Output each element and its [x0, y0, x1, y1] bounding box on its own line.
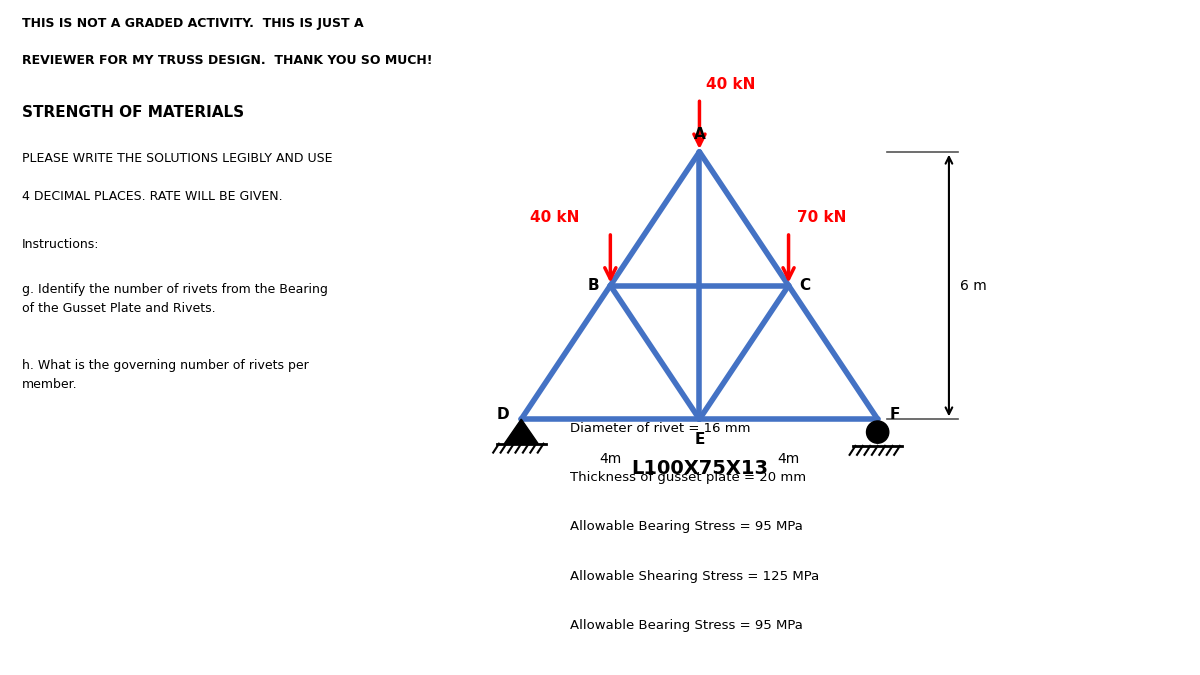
Text: E: E [695, 431, 704, 447]
Text: PLEASE WRITE THE SOLUTIONS LEGIBLY AND USE: PLEASE WRITE THE SOLUTIONS LEGIBLY AND U… [22, 152, 332, 165]
Text: STRENGTH OF MATERIALS: STRENGTH OF MATERIALS [22, 105, 244, 119]
Text: Diameter of rivet = 16 mm: Diameter of rivet = 16 mm [570, 422, 750, 435]
Text: Thickness of gusset plate = 20 mm: Thickness of gusset plate = 20 mm [570, 471, 806, 484]
Polygon shape [504, 419, 538, 443]
Text: Allowable Bearing Stress = 95 MPa: Allowable Bearing Stress = 95 MPa [570, 520, 803, 533]
Text: 40 kN: 40 kN [706, 77, 756, 92]
Text: A: A [694, 127, 706, 142]
Text: 4m: 4m [599, 452, 622, 466]
Text: Instructions:: Instructions: [22, 238, 100, 250]
Text: 4 DECIMAL PLACES. RATE WILL BE GIVEN.: 4 DECIMAL PLACES. RATE WILL BE GIVEN. [22, 190, 282, 203]
Circle shape [866, 421, 889, 443]
Text: REVIEWER FOR MY TRUSS DESIGN.  THANK YOU SO MUCH!: REVIEWER FOR MY TRUSS DESIGN. THANK YOU … [22, 54, 432, 67]
Text: g. Identify the number of rivets from the Bearing
of the Gusset Plate and Rivets: g. Identify the number of rivets from th… [22, 284, 328, 315]
Text: THIS IS NOT A GRADED ACTIVITY.  THIS IS JUST A: THIS IS NOT A GRADED ACTIVITY. THIS IS J… [22, 17, 364, 30]
Text: D: D [496, 407, 509, 423]
Text: Allowable Bearing Stress = 95 MPa: Allowable Bearing Stress = 95 MPa [570, 619, 803, 632]
Text: 4m: 4m [778, 452, 799, 466]
Text: 70 kN: 70 kN [798, 211, 847, 225]
Text: 6 m: 6 m [960, 279, 986, 292]
Text: C: C [799, 278, 811, 293]
Text: L100X75X13: L100X75X13 [631, 459, 768, 478]
Text: 40 kN: 40 kN [530, 211, 580, 225]
Text: h. What is the governing number of rivets per
member.: h. What is the governing number of rivet… [22, 359, 308, 391]
Text: B: B [588, 278, 599, 293]
Text: Allowable Shearing Stress = 125 MPa: Allowable Shearing Stress = 125 MPa [570, 570, 820, 583]
Text: F: F [890, 407, 900, 423]
